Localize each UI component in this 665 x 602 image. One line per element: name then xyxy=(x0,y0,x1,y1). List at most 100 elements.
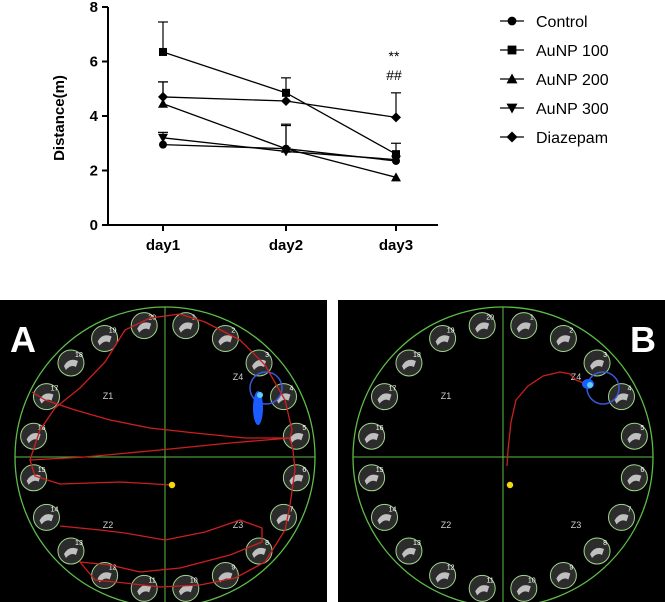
y-axis-label: Distance(m) xyxy=(51,75,68,161)
cup-number: 3 xyxy=(603,352,607,359)
maze-cup: 8 xyxy=(245,537,273,565)
maze-cup: 17 xyxy=(32,383,60,411)
cup-texture xyxy=(401,359,416,370)
cup-number: 19 xyxy=(447,327,455,334)
swim-path xyxy=(506,371,587,467)
legend-marker xyxy=(506,73,518,84)
y-tick-label: 4 xyxy=(90,108,99,125)
series-aunp-100 xyxy=(158,21,400,159)
cup-texture xyxy=(218,572,233,583)
zone-label: Z4 xyxy=(233,372,244,382)
legend-label: AuNP 100 xyxy=(536,43,609,60)
maze-cup: 17 xyxy=(370,383,398,411)
data-point xyxy=(158,133,168,143)
maze-cup: 18 xyxy=(395,349,423,377)
maze-panel-a: 1 2 3 4 5 6 7 8 9 10 11 12 13 14 15 16 17 18 19 20 Z1 Z2 Z3 Z4 … xyxy=(0,300,327,602)
cup-number: 3 xyxy=(265,352,269,359)
maze-cup: 6 xyxy=(282,464,310,492)
data-point xyxy=(391,172,401,182)
maze-cup: 1 xyxy=(510,312,538,340)
cup-number: 9 xyxy=(231,565,235,572)
cup-number: 2 xyxy=(569,327,573,334)
chart-legend: Control AuNP 100 AuNP 200 AuNP 300 Diazepam xyxy=(500,14,609,147)
cup-texture xyxy=(627,432,642,444)
data-point xyxy=(159,140,167,149)
cup-number: 6 xyxy=(640,467,644,474)
chart-series xyxy=(158,21,401,182)
series-line xyxy=(162,51,397,155)
data-point xyxy=(158,91,168,102)
data-point xyxy=(159,47,167,56)
target-zone-ring xyxy=(249,371,283,405)
cup-texture xyxy=(364,474,379,485)
maze-panel-b: 1 2 3 4 5 6 7 8 9 10 11 12 13 14 15 16 17 18 19 20 Z1 Z2 Z3 Z4 … xyxy=(338,300,665,602)
maze-cup: 11 xyxy=(130,574,158,602)
data-point xyxy=(281,147,291,157)
legend-label: AuNP 300 xyxy=(536,101,609,118)
maze-cup: 18 xyxy=(57,349,85,377)
maze-cup: 19 xyxy=(429,324,457,352)
cup-number: 13 xyxy=(413,540,421,547)
cup-texture xyxy=(63,359,78,370)
cup-number: 12 xyxy=(109,565,117,572)
panel-letter-b: B xyxy=(630,319,656,360)
cup-texture xyxy=(590,359,605,370)
zone-label: Z4 xyxy=(571,372,582,382)
cup-texture xyxy=(377,514,392,525)
zone-label: Z2 xyxy=(103,520,114,530)
maze-cup: 16 xyxy=(358,422,386,450)
cup-number: 5 xyxy=(302,425,306,432)
maze-cup: 6 xyxy=(620,464,648,492)
chart-axes: 0 2 4 6 8 day1 day2 day3 xyxy=(90,0,438,254)
cup-texture xyxy=(556,572,571,583)
cup-texture xyxy=(516,322,531,333)
cup-texture xyxy=(97,572,112,583)
legend-label: Diazepam xyxy=(536,130,608,147)
data-point xyxy=(282,88,290,97)
swim-path xyxy=(29,313,296,588)
cup-texture xyxy=(590,547,605,559)
legend-marker xyxy=(507,16,517,26)
cup-texture xyxy=(97,335,112,346)
significance-annotation-hashes: ## xyxy=(386,67,402,83)
zone-label: Z1 xyxy=(103,391,114,401)
maze-cup: 11 xyxy=(468,574,496,602)
cup-number: 10 xyxy=(190,577,198,584)
maze-cup: 15 xyxy=(20,464,48,492)
maze-cup: 9 xyxy=(211,562,239,590)
cup-texture xyxy=(556,335,571,346)
cup-number: 9 xyxy=(569,565,573,572)
series-diazepam xyxy=(158,81,401,123)
cup-texture xyxy=(289,432,304,444)
legend-marker xyxy=(506,131,518,143)
cup-texture xyxy=(178,585,193,596)
maze-cup: 5 xyxy=(282,422,310,450)
cup-texture xyxy=(39,514,54,525)
cup-texture xyxy=(178,322,193,333)
cup-number: 17 xyxy=(389,386,397,393)
cup-number: 7 xyxy=(290,506,294,513)
series-control xyxy=(159,140,400,165)
cup-texture xyxy=(614,514,629,525)
maze-cup: 14 xyxy=(370,503,398,531)
animal-end-point xyxy=(587,382,593,388)
legend-marker xyxy=(507,45,517,55)
y-tick-label: 8 xyxy=(90,0,98,16)
cup-number: 14 xyxy=(51,506,59,513)
x-tick-label: day3 xyxy=(379,237,413,254)
series-line xyxy=(162,103,397,178)
maze-cup: 13 xyxy=(395,537,423,565)
cup-number: 18 xyxy=(413,352,421,359)
maze-cup: 1 xyxy=(172,312,200,340)
legend-label: Control xyxy=(536,14,588,31)
cup-number: 14 xyxy=(389,506,397,513)
maze-cup: 15 xyxy=(358,464,386,492)
cup-number: 8 xyxy=(603,540,607,547)
cup-texture xyxy=(401,547,416,559)
data-point xyxy=(391,112,401,123)
cup-texture xyxy=(252,547,267,559)
maze-cup: 20 xyxy=(468,312,496,340)
maze-cup: 4 xyxy=(608,383,636,411)
